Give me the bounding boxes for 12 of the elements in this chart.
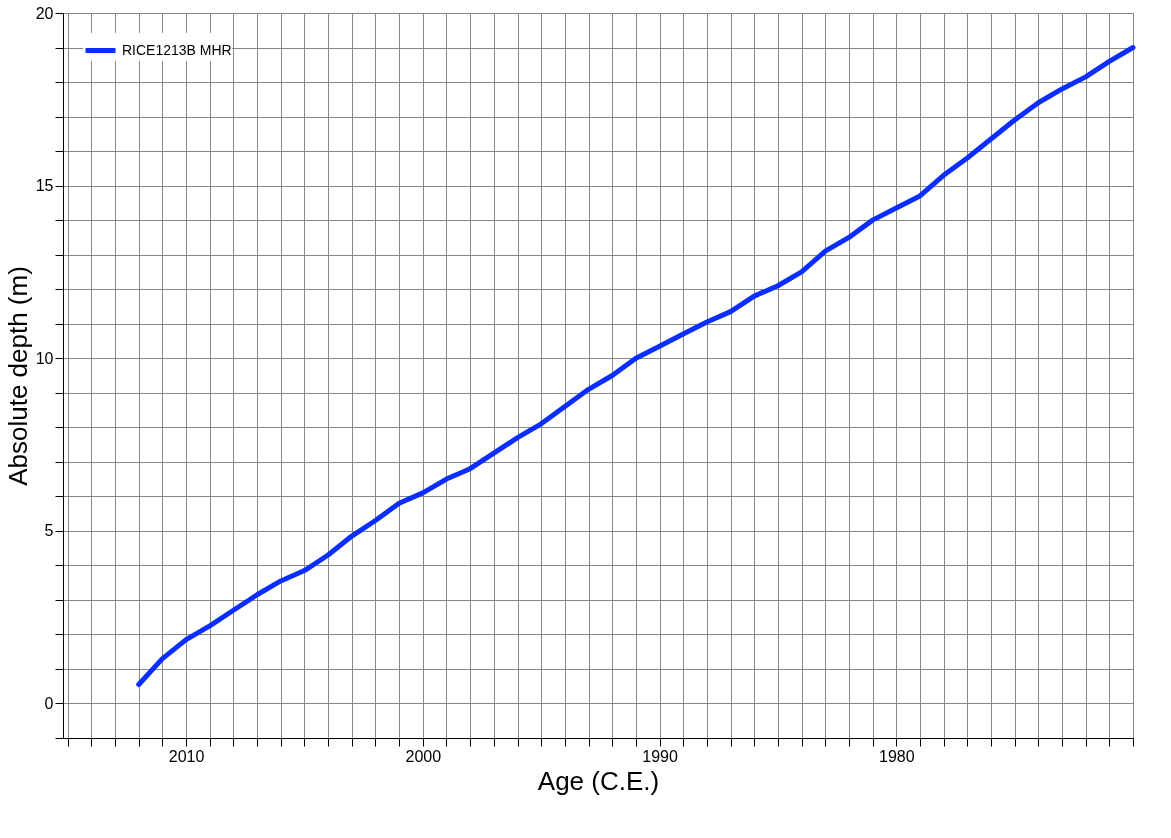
x-tick-label: 2010 bbox=[168, 747, 205, 765]
x-axis-title: Age (C.E.) bbox=[537, 765, 660, 796]
y-tick-label: 0 bbox=[44, 694, 54, 712]
x-tick-label: 1980 bbox=[878, 747, 915, 765]
y-axis-title: Absolute depth (m) bbox=[2, 266, 33, 486]
y-tick-label: 15 bbox=[35, 177, 54, 195]
y-tick-label: 10 bbox=[35, 349, 54, 367]
legend-label: RICE1213B MHR bbox=[122, 41, 232, 58]
y-tick-label: 20 bbox=[35, 4, 54, 22]
x-tick-label: 1990 bbox=[642, 747, 678, 765]
x-tick-label: 2000 bbox=[405, 747, 442, 765]
y-tick-label: 5 bbox=[44, 522, 54, 540]
